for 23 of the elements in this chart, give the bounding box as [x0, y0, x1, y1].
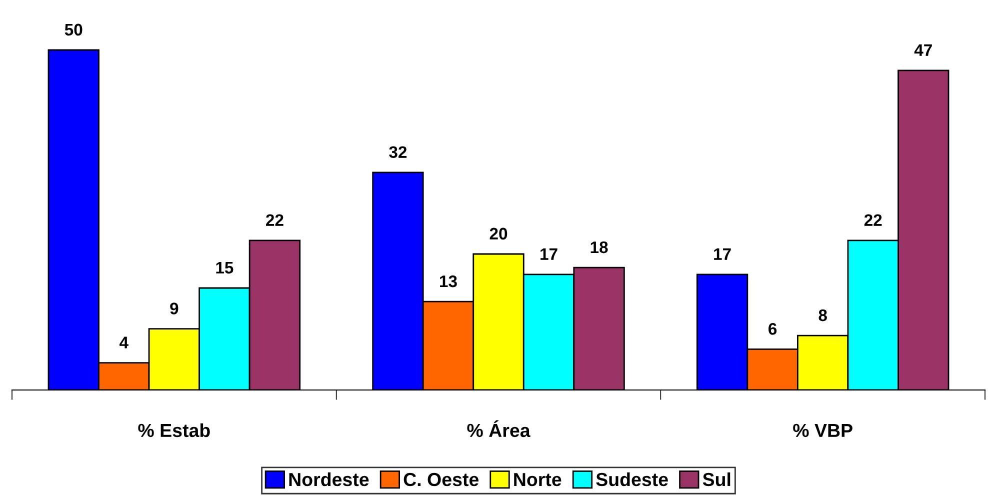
- data-label: 20: [490, 228, 508, 240]
- legend-label: Nordeste: [289, 472, 369, 486]
- x-tick-label: % Estab: [138, 423, 210, 438]
- x-tick-label: % VBP: [793, 424, 852, 438]
- data-label: 50: [64, 24, 82, 36]
- data-label: 22: [864, 214, 882, 226]
- data-label: 9: [170, 302, 178, 314]
- data-label: 6: [768, 322, 777, 335]
- legend-label: Sul: [702, 472, 730, 486]
- legend-label: Sudeste: [596, 472, 668, 486]
- data-label: 22: [266, 214, 284, 226]
- data-label: 32: [389, 146, 407, 158]
- data-label: 13: [440, 275, 457, 288]
- data-label: 17: [540, 248, 558, 260]
- legend-label: C. Oeste: [404, 472, 478, 486]
- data-label: 18: [590, 241, 608, 254]
- data-label: 47: [914, 44, 932, 56]
- data-label: 15: [216, 262, 234, 274]
- legend-label: Norte: [514, 473, 562, 486]
- data-label: 8: [818, 309, 827, 322]
- data-label: 17: [714, 248, 731, 260]
- data-label: 4: [120, 336, 128, 348]
- x-tick-label: % Área: [467, 420, 530, 438]
